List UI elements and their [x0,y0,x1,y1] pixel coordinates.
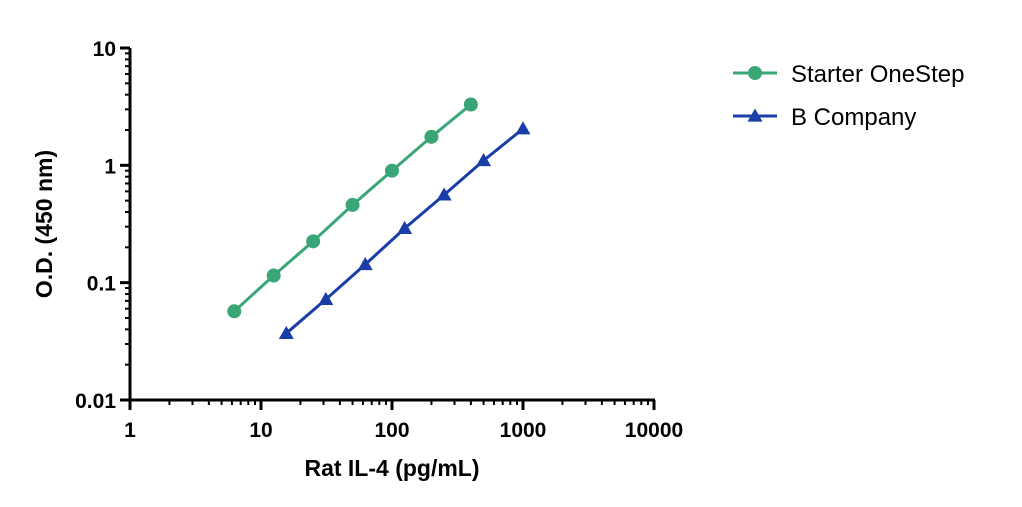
legend-label: Starter OneStep [791,61,964,88]
data-point [266,268,281,283]
data-point [476,152,492,167]
y-tick-label: 0.1 [87,273,117,296]
data-point [385,163,399,178]
data-point [424,129,439,144]
data-point [357,256,373,271]
data-point [397,220,413,235]
legend-label: B Company [791,104,916,131]
y-axis-title: O.D. (450 nm) [31,150,57,298]
x-tick-label: 1000 [500,419,547,442]
axes: 1 10 100 1000 10000 0.01 0.1 1 10 [75,38,683,442]
data-point [436,187,452,201]
data-point [515,121,531,135]
legend-marker [748,66,762,80]
x-tick-label: 10000 [625,419,683,442]
data-point [345,197,360,212]
series-0 [227,97,478,319]
data-point [278,325,294,339]
series-layer [227,97,531,339]
data-point [306,234,321,249]
data-point [227,304,242,319]
x-tick-label: 10 [249,419,272,442]
data-point [463,97,478,112]
x-axis-title: Rat IL-4 (pg/mL) [304,455,479,481]
legend-item: Starter OneStep [733,61,964,88]
x-tick-label: 1 [124,419,136,442]
series-1 [278,121,531,339]
data-point [318,291,334,306]
legend: Starter OneStep B Company [733,61,964,131]
y-tick-label: 0.01 [75,390,116,413]
y-tick-label: 10 [93,38,116,61]
y-tick-label: 1 [104,155,116,178]
legend-marker [747,108,763,122]
legend-item: B Company [733,104,916,131]
x-tick-label: 100 [374,419,409,442]
